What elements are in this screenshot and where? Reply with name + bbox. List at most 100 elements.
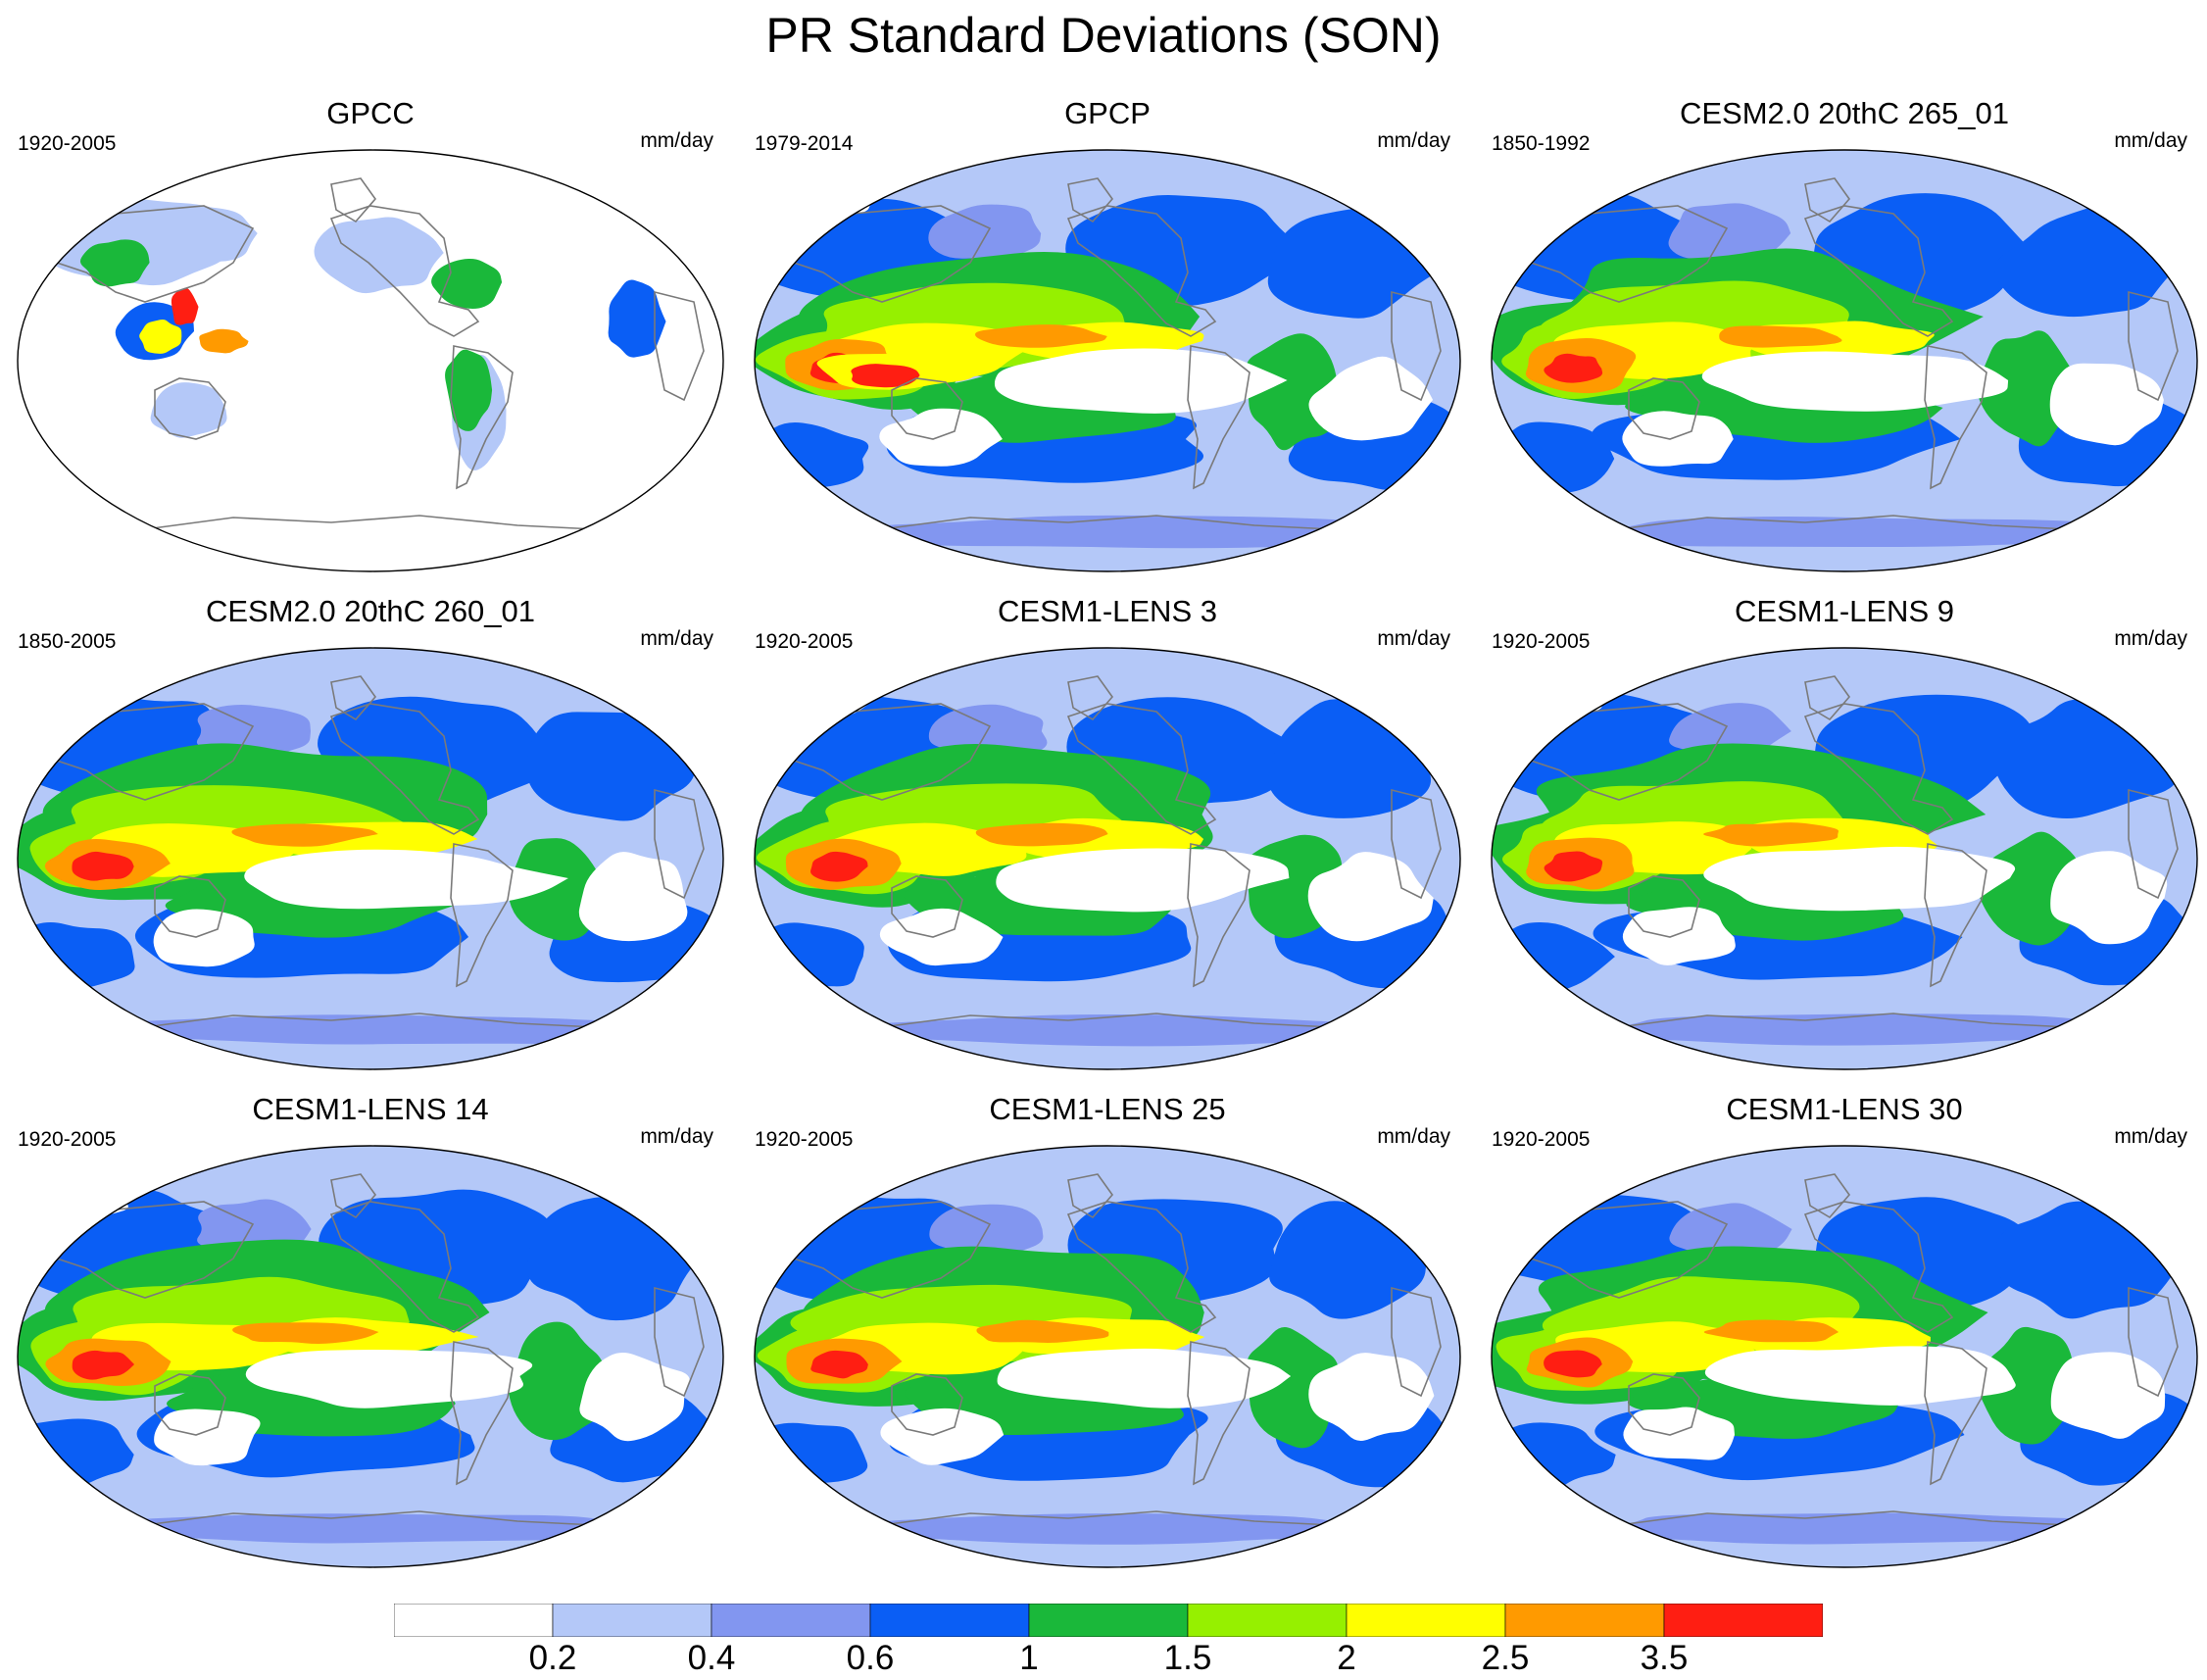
north-america-coastline [1066, 1201, 1217, 1333]
dry-zone [1623, 1407, 1735, 1460]
contour-fill [608, 279, 666, 358]
panel-units: mm/day [2114, 1125, 2187, 1148]
contour-fill [810, 1350, 868, 1379]
no-data-ocean [18, 150, 723, 571]
map-field [755, 648, 1460, 1069]
africa-coastline [1391, 788, 1442, 900]
antarctica-coastline [1618, 1013, 2071, 1028]
panel-units: mm/day [640, 129, 713, 152]
colorbar-swatch [869, 1604, 1030, 1637]
panel-units: mm/day [1377, 627, 1450, 650]
map-field [18, 1146, 723, 1567]
australia-coastline [891, 875, 963, 938]
north-america-coastline [1066, 703, 1217, 835]
asia-coastline [782, 205, 992, 303]
asia-coastline [782, 1201, 992, 1299]
precip-map [1491, 647, 2198, 1070]
antarctica-coastline [1618, 1510, 2071, 1526]
panel-gpcc: GPCC 1920-2005 mm/day [8, 96, 733, 576]
colorbar-tick-label: 0.6 [846, 1639, 895, 1677]
colorbar-swatch [1187, 1604, 1348, 1637]
greenland-coastline [1067, 675, 1114, 721]
panel-period: 1920-2005 [18, 1128, 117, 1151]
contour-fill [1703, 822, 1839, 847]
contour-fill [445, 349, 493, 431]
colorbar-swatch [1504, 1604, 1665, 1637]
contour-fill [1719, 325, 1842, 348]
australia-coastline [1628, 1373, 1700, 1436]
panel-period: 1920-2005 [18, 132, 117, 155]
south-america-coastline [1187, 345, 1251, 490]
precip-map [754, 647, 1461, 1070]
panel-units: mm/day [640, 1125, 713, 1148]
precip-map [17, 149, 724, 572]
colorbar-tick-label: 3.5 [1640, 1639, 1689, 1677]
antarctica-coastline [881, 1013, 1334, 1028]
greenland-coastline [330, 177, 377, 223]
map-field [18, 648, 723, 1069]
panel-title: CESM1-LENS 25 [989, 1092, 1226, 1126]
map-border [17, 1145, 724, 1568]
precip-map [754, 149, 1461, 572]
panel-title: CESM1-LENS 9 [1735, 594, 1954, 628]
australia-coastline [1628, 377, 1700, 440]
colorbar-tick-label: 2 [1337, 1639, 1356, 1677]
contour-fill [18, 922, 135, 989]
south-america-coastline [450, 345, 514, 490]
contour-fill [1669, 1203, 1792, 1261]
antarctica-coastline [144, 515, 597, 530]
greenland-coastline [1067, 177, 1114, 223]
south-america-coastline [1187, 843, 1251, 988]
dry-zone [18, 685, 123, 720]
contour-fill [139, 320, 182, 354]
antarctica-coastline [1618, 515, 2071, 530]
map-border [1491, 647, 2198, 1070]
panel-units: mm/day [2114, 129, 2187, 152]
greenland-coastline [330, 1173, 377, 1219]
colorbar-tick-label: 1.5 [1163, 1639, 1212, 1677]
antarctica-coastline [144, 1510, 597, 1526]
south-america-coastline [1924, 843, 1987, 988]
africa-coastline [654, 788, 705, 900]
panel-title: GPCC [326, 96, 415, 130]
precip-map [1491, 1145, 2198, 1568]
map-border [17, 149, 724, 572]
contour-fill [975, 324, 1107, 348]
map-border [754, 149, 1461, 572]
asia-coastline [45, 1201, 255, 1299]
greenland-coastline [1804, 1173, 1851, 1219]
panel-title: CESM2.0 20thC 265_01 [1679, 96, 2010, 130]
precip-map [17, 1145, 724, 1568]
colorbar-tick-label: 2.5 [1481, 1639, 1530, 1677]
australia-coastline [1628, 875, 1700, 938]
contour-fill [232, 1322, 379, 1344]
contour-fill [976, 1319, 1109, 1343]
contour-fill [1544, 851, 1603, 882]
africa-coastline [1391, 290, 1442, 402]
dry-zone [1704, 1346, 2016, 1406]
contour-fill [837, 1013, 1437, 1047]
dry-zone [994, 348, 1288, 414]
dry-zone [1308, 356, 1434, 441]
africa-coastline [1391, 1286, 1442, 1398]
panel-cesm2-260: CESM2.0 20thC 260_01 1850-2005 mm/day [8, 594, 733, 1074]
contour-fill [72, 851, 134, 881]
north-america-coastline [329, 205, 480, 337]
dry-zone [2050, 851, 2168, 945]
contour-fill [1669, 703, 1791, 759]
dry-zone [1497, 188, 1602, 221]
panel-period: 1850-1992 [1492, 132, 1591, 155]
north-america-coastline [329, 1201, 480, 1333]
dry-zone [996, 848, 1290, 913]
contour-fill [72, 1350, 134, 1380]
colorbar-swatch [1028, 1604, 1189, 1637]
contour-fill [1600, 1512, 2149, 1545]
asia-coastline [45, 703, 255, 801]
dry-zone [997, 1348, 1292, 1408]
panel-lens-3: CESM1-LENS 3 1920-2005 mm/day [745, 594, 1470, 1074]
panel-period: 1920-2005 [1492, 630, 1591, 653]
asia-coastline [1519, 205, 1729, 303]
map-field [755, 1146, 1460, 1567]
antarctica-coastline [881, 1510, 1334, 1526]
contour-fill [834, 515, 1434, 549]
